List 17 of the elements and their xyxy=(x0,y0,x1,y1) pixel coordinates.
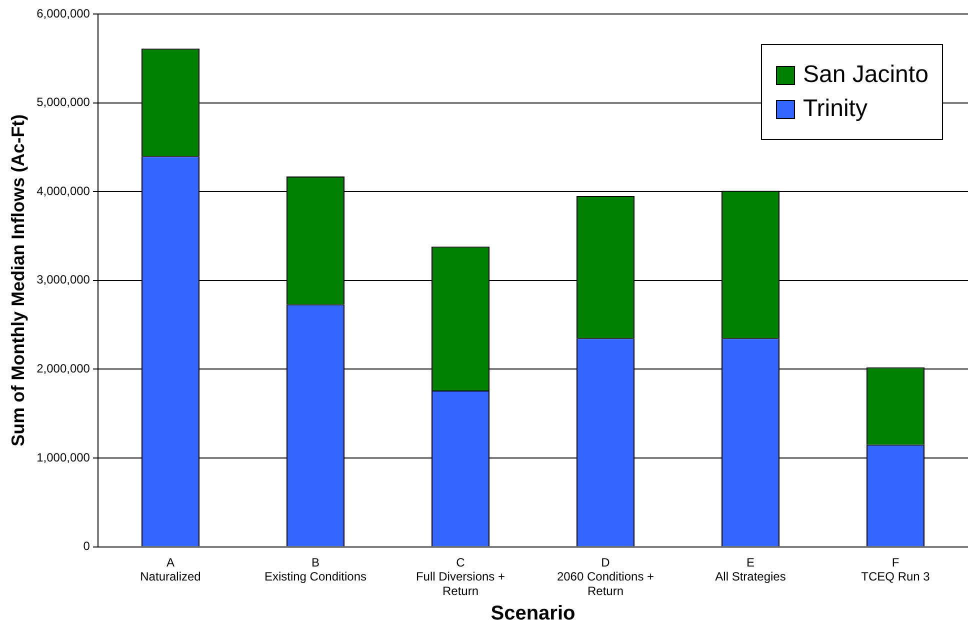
x-tick-label: E All Strategies xyxy=(715,555,786,584)
x-tick-label: C Full Diversions + Return xyxy=(416,555,506,598)
y-tick-label: 4,000,000 xyxy=(36,184,90,198)
y-axis-title: Sum of Monthly Median Inflows (Ac-Ft) xyxy=(8,114,28,446)
legend-label: San Jacinto xyxy=(803,61,928,89)
y-tick-label: 5,000,000 xyxy=(36,95,90,110)
x-tick-label: A Naturalized xyxy=(140,555,201,584)
x-tick-label: D 2060 Conditions + Return xyxy=(556,555,654,598)
y-tick-label: 6,000,000 xyxy=(36,6,90,20)
y-tick-label: 0 xyxy=(83,539,90,554)
legend-label: Trinity xyxy=(803,95,868,123)
y-tick-label: 1,000,000 xyxy=(36,450,90,464)
x-tick-label: B Existing Conditions xyxy=(264,555,367,584)
y-tick-label: 3,000,000 xyxy=(36,272,90,287)
x-tick-label: F TCEQ Run 3 xyxy=(861,555,930,584)
x-axis-title: Scenario xyxy=(490,602,576,625)
y-tick-label: 2,000,000 xyxy=(36,362,90,376)
